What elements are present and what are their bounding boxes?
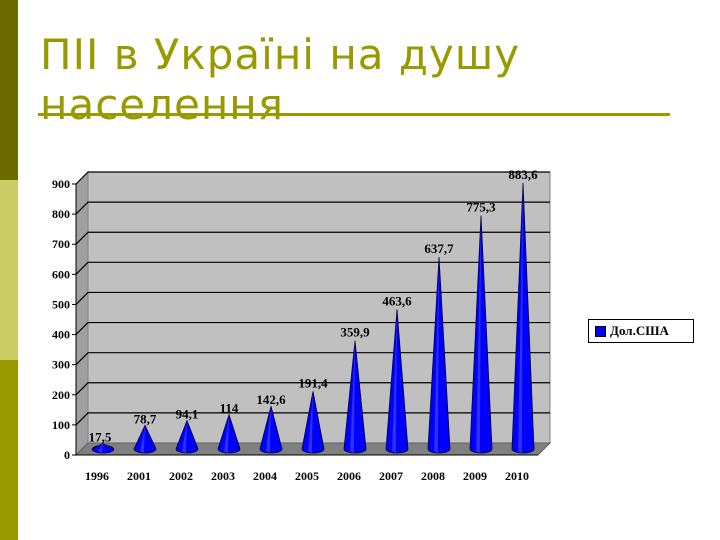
cone-highlight xyxy=(266,406,271,453)
cone-bar xyxy=(385,309,409,454)
cone-highlight xyxy=(140,425,145,453)
cone-bar xyxy=(217,413,241,454)
gridline xyxy=(75,261,550,275)
x-tick-label: 2001 xyxy=(127,469,151,483)
y-tick-label: 700 xyxy=(52,237,70,251)
x-tick-label: 2006 xyxy=(337,469,361,483)
y-tick-label: 200 xyxy=(52,388,70,402)
plot-side-wall xyxy=(75,170,89,457)
gridline xyxy=(75,291,550,305)
data-label: 359,9 xyxy=(340,325,370,340)
cone-highlight xyxy=(350,340,355,453)
legend-swatch xyxy=(595,325,606,337)
data-label: 17,5 xyxy=(89,430,112,445)
cone-highlight xyxy=(308,391,313,453)
x-tick-label: 2003 xyxy=(211,469,235,483)
y-tick-label: 0 xyxy=(64,448,70,462)
gridline xyxy=(75,171,550,185)
data-label: 191,4 xyxy=(298,375,328,390)
y-tick-label: 900 xyxy=(52,177,70,191)
cone-highlight xyxy=(98,443,103,453)
y-tick-label: 600 xyxy=(52,267,70,281)
cone-bar xyxy=(301,391,325,454)
cone-bar xyxy=(259,405,283,454)
cone-bar xyxy=(91,443,115,454)
data-label: 94,1 xyxy=(176,407,199,422)
gridline xyxy=(75,201,550,215)
gridline xyxy=(75,231,550,245)
y-tick-label: 300 xyxy=(52,358,70,372)
cone-highlight xyxy=(182,420,187,453)
cone-bar xyxy=(175,419,199,454)
cone-highlight xyxy=(476,215,481,453)
y-tick-label: 500 xyxy=(52,297,70,311)
x-tick-label: 1996 xyxy=(85,469,109,483)
data-label: 775,3 xyxy=(466,200,496,215)
decor-band-top xyxy=(0,0,18,180)
x-tick-label: 2007 xyxy=(379,469,403,483)
x-tick-label: 2005 xyxy=(295,469,319,483)
x-tick-label: 2009 xyxy=(463,469,487,483)
data-label: 114 xyxy=(220,401,239,416)
y-tick-label: 800 xyxy=(52,207,70,221)
cone-bar xyxy=(511,182,535,454)
slide-title: ПІІ в Україні на душу населення xyxy=(40,30,521,129)
x-tick-label: 2004 xyxy=(253,469,277,483)
decor-band-bottom xyxy=(0,360,18,540)
data-label: 142,6 xyxy=(256,392,286,407)
y-tick-label: 100 xyxy=(52,418,70,432)
chart-legend: Дол.США xyxy=(588,319,694,343)
data-label: 463,6 xyxy=(382,293,412,308)
y-tick-label: 400 xyxy=(52,328,70,342)
cone-bar xyxy=(133,424,157,454)
data-label: 883,6 xyxy=(508,167,538,182)
x-tick-label: 2008 xyxy=(421,469,445,483)
cone-bar xyxy=(469,215,493,454)
cone-bar xyxy=(427,256,451,454)
cone-highlight xyxy=(518,182,523,453)
x-tick-label: 2002 xyxy=(169,469,193,483)
cone-highlight xyxy=(224,414,229,453)
title-underline xyxy=(38,113,670,116)
x-tick-label: 2010 xyxy=(505,469,529,483)
decor-band-middle xyxy=(0,180,18,360)
data-label: 78,7 xyxy=(134,411,157,426)
legend-label: Дол.США xyxy=(610,323,669,338)
data-label: 637,7 xyxy=(424,241,454,256)
cone-bar xyxy=(343,340,367,454)
cone-highlight xyxy=(434,256,439,453)
cone-highlight xyxy=(392,309,397,453)
